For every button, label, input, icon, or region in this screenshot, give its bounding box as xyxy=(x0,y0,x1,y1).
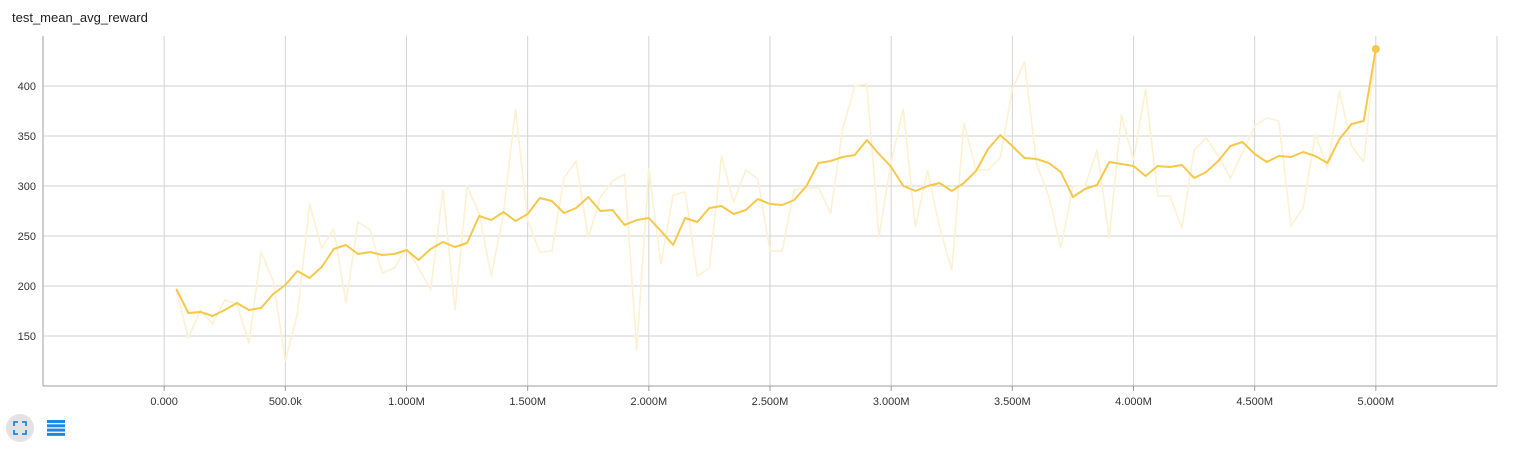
x-tick-label: 3.500M xyxy=(994,396,1031,408)
x-tick-label: 4.500M xyxy=(1236,396,1273,408)
axis-layer: 0.000 500.0k 1.000M 1.500M 2.000M 2.500M 3.000… xyxy=(18,36,1497,408)
data-table-icon xyxy=(47,420,65,436)
fit-expand-icon xyxy=(13,421,27,435)
x-tick-label: 1.000M xyxy=(388,396,425,408)
x-tick-label: 3.000M xyxy=(873,396,910,408)
y-tick-label: 400 xyxy=(18,81,36,93)
x-tick-label: 2.000M xyxy=(630,396,667,408)
grid-layer xyxy=(42,36,1498,386)
expand-chart-button[interactable] xyxy=(6,414,34,442)
raw-series-line xyxy=(175,48,1377,362)
y-tick-label: 350 xyxy=(18,131,36,143)
toggle-data-table-button[interactable] xyxy=(42,414,70,442)
x-tick-label: 1.500M xyxy=(509,396,546,408)
last-point-marker xyxy=(1371,45,1380,53)
smoothed-series-layer xyxy=(175,45,1380,317)
x-tick-label: 500.0k xyxy=(269,396,303,408)
x-tick-label: 0.000 xyxy=(150,396,178,408)
chart-title: test_mean_avg_reward xyxy=(12,10,148,25)
x-tick-label: 5.000M xyxy=(1357,396,1394,408)
y-tick-label: 150 xyxy=(18,331,36,343)
y-tick-label: 300 xyxy=(18,181,36,193)
raw-series-layer xyxy=(175,48,1377,362)
smoothed-series-line xyxy=(175,48,1377,317)
x-tick-label: 4.000M xyxy=(1115,396,1152,408)
x-tick-label: 2.500M xyxy=(752,396,789,408)
y-tick-label: 250 xyxy=(18,231,36,243)
y-tick-label: 200 xyxy=(18,281,36,293)
